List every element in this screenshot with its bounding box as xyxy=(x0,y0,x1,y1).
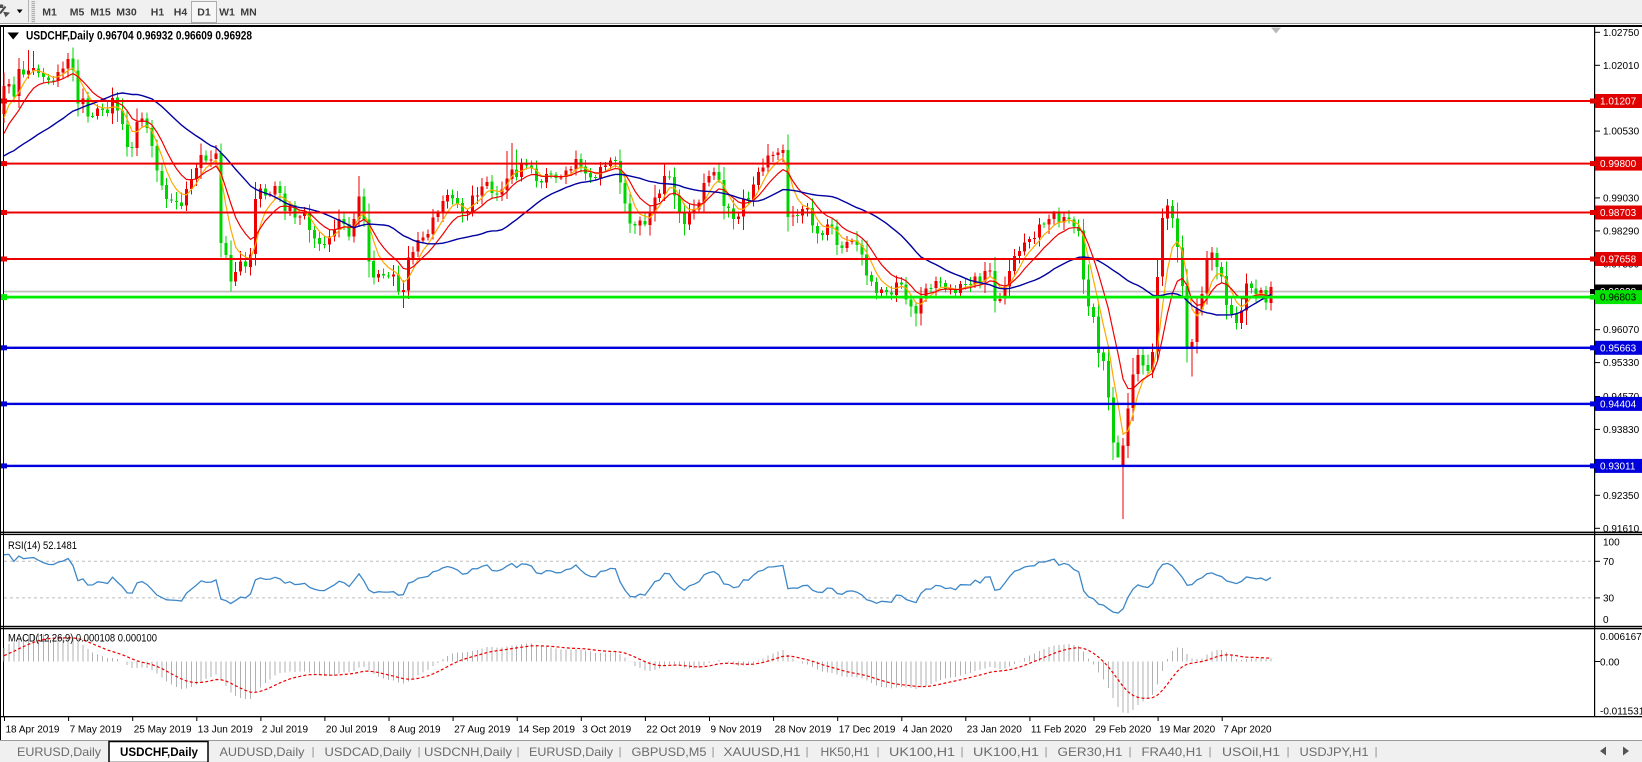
svg-text:GBPUSD,M5: GBPUSD,M5 xyxy=(632,745,707,759)
svg-text:0.006167: 0.006167 xyxy=(1600,632,1642,643)
svg-text:M5: M5 xyxy=(70,7,85,19)
svg-text:0.97658: 0.97658 xyxy=(1600,255,1637,266)
svg-text:USDCHF,Daily: USDCHF,Daily xyxy=(120,745,198,759)
svg-text:|: | xyxy=(517,746,520,758)
svg-text:UK100,H1: UK100,H1 xyxy=(889,745,955,759)
svg-text:AUDUSD,Daily: AUDUSD,Daily xyxy=(220,745,305,759)
svg-text:3 Oct 2019: 3 Oct 2019 xyxy=(582,725,631,736)
svg-text:0.00: 0.00 xyxy=(1600,658,1620,669)
svg-text:14 Sep 2019: 14 Sep 2019 xyxy=(518,725,575,736)
svg-text:1.02010: 1.02010 xyxy=(1603,61,1640,72)
svg-text:9 Nov 2019: 9 Nov 2019 xyxy=(711,725,763,736)
svg-text:M30: M30 xyxy=(116,7,137,19)
svg-text:|: | xyxy=(619,746,622,758)
svg-text:W1: W1 xyxy=(219,7,235,19)
svg-text:7 Apr 2020: 7 Apr 2020 xyxy=(1223,725,1272,736)
svg-text:11 Feb 2020: 11 Feb 2020 xyxy=(1031,725,1087,736)
svg-text:7 May 2019: 7 May 2019 xyxy=(70,725,123,736)
svg-text:USDCAD,Daily: USDCAD,Daily xyxy=(325,745,412,759)
svg-text:USOil,H1: USOil,H1 xyxy=(1222,745,1280,759)
svg-text:0.98290: 0.98290 xyxy=(1603,226,1640,237)
svg-text:H1: H1 xyxy=(151,7,165,19)
svg-text:29 Feb 2020: 29 Feb 2020 xyxy=(1095,725,1152,736)
svg-text:0.98703: 0.98703 xyxy=(1600,208,1637,219)
svg-text:H4: H4 xyxy=(174,7,188,19)
svg-text:28 Nov 2019: 28 Nov 2019 xyxy=(775,725,832,736)
svg-text:13 Jun 2019: 13 Jun 2019 xyxy=(198,725,253,736)
svg-text:0.92350: 0.92350 xyxy=(1603,491,1640,502)
svg-text:M1: M1 xyxy=(42,7,57,19)
svg-text:GER30,H1: GER30,H1 xyxy=(1058,745,1123,759)
svg-text:22 Oct 2019: 22 Oct 2019 xyxy=(646,725,701,736)
svg-text:|: | xyxy=(1045,746,1048,758)
svg-text:|: | xyxy=(1287,746,1290,758)
svg-text:19 Mar 2020: 19 Mar 2020 xyxy=(1159,725,1216,736)
svg-text:1.00530: 1.00530 xyxy=(1603,127,1640,138)
svg-text:8 Aug 2019: 8 Aug 2019 xyxy=(390,725,441,736)
svg-text:2 Jul 2019: 2 Jul 2019 xyxy=(262,725,309,736)
svg-text:FRA40,H1: FRA40,H1 xyxy=(1142,745,1203,759)
svg-text:17 Dec 2019: 17 Dec 2019 xyxy=(839,725,896,736)
svg-text:0.91610: 0.91610 xyxy=(1603,524,1640,535)
svg-text:USDCHF,Daily 0.96704 0.96932: USDCHF,Daily 0.96704 0.96932 0.96609 0.9… xyxy=(26,31,253,43)
svg-text:|: | xyxy=(961,746,964,758)
svg-text:0.93011: 0.93011 xyxy=(1600,461,1636,472)
svg-text:0.94404: 0.94404 xyxy=(1600,399,1637,410)
svg-text:0.93830: 0.93830 xyxy=(1603,425,1640,436)
svg-text:|: | xyxy=(806,746,809,758)
svg-text:M15: M15 xyxy=(90,7,111,19)
svg-text:|: | xyxy=(1375,746,1378,758)
svg-text:27 Aug 2019: 27 Aug 2019 xyxy=(454,725,511,736)
svg-text:MN: MN xyxy=(240,7,256,19)
svg-text:|: | xyxy=(877,746,880,758)
svg-text:USDJPY,H1: USDJPY,H1 xyxy=(1300,745,1369,759)
svg-text:|: | xyxy=(1209,746,1212,758)
svg-text:XAUUSD,H1: XAUUSD,H1 xyxy=(724,745,801,759)
svg-text:UK100,H1: UK100,H1 xyxy=(973,745,1039,759)
svg-text:|: | xyxy=(312,746,315,758)
svg-text:0.96803: 0.96803 xyxy=(1600,293,1637,304)
svg-text:|: | xyxy=(1129,746,1132,758)
svg-text:D1: D1 xyxy=(197,7,211,19)
svg-text:0.95663: 0.95663 xyxy=(1600,343,1637,354)
svg-text:EURUSD,Daily: EURUSD,Daily xyxy=(17,745,101,759)
svg-text:100: 100 xyxy=(1603,538,1620,549)
svg-text:0.99030: 0.99030 xyxy=(1603,193,1640,204)
svg-text:-0.011531: -0.011531 xyxy=(1600,707,1642,718)
svg-text:|: | xyxy=(418,746,421,758)
svg-text:1.01207: 1.01207 xyxy=(1600,97,1637,108)
svg-text:4 Jan 2020: 4 Jan 2020 xyxy=(903,725,953,736)
svg-text:1.02750: 1.02750 xyxy=(1603,28,1640,39)
svg-text:MACD(12,26,9) 0.000108 0.00010: MACD(12,26,9) 0.000108 0.000100 xyxy=(8,633,157,645)
svg-text:20 Jul 2019: 20 Jul 2019 xyxy=(326,725,378,736)
svg-text:18 Apr 2019: 18 Apr 2019 xyxy=(6,725,60,736)
svg-text:70: 70 xyxy=(1603,557,1615,568)
svg-text:|: | xyxy=(712,746,715,758)
svg-text:0.95330: 0.95330 xyxy=(1603,358,1640,369)
svg-text:RSI(14) 52.1481: RSI(14) 52.1481 xyxy=(8,540,77,552)
svg-text:30: 30 xyxy=(1603,593,1615,604)
svg-text:0.96070: 0.96070 xyxy=(1603,325,1640,336)
svg-text:25 May 2019: 25 May 2019 xyxy=(134,725,192,736)
svg-text:USDCNH,Daily: USDCNH,Daily xyxy=(424,745,512,759)
svg-text:0: 0 xyxy=(1603,615,1609,626)
svg-text:EURUSD,Daily: EURUSD,Daily xyxy=(529,745,613,759)
svg-text:HK50,H1: HK50,H1 xyxy=(821,745,870,759)
svg-text:0.99800: 0.99800 xyxy=(1600,159,1637,170)
svg-text:23 Jan 2020: 23 Jan 2020 xyxy=(967,725,1022,736)
